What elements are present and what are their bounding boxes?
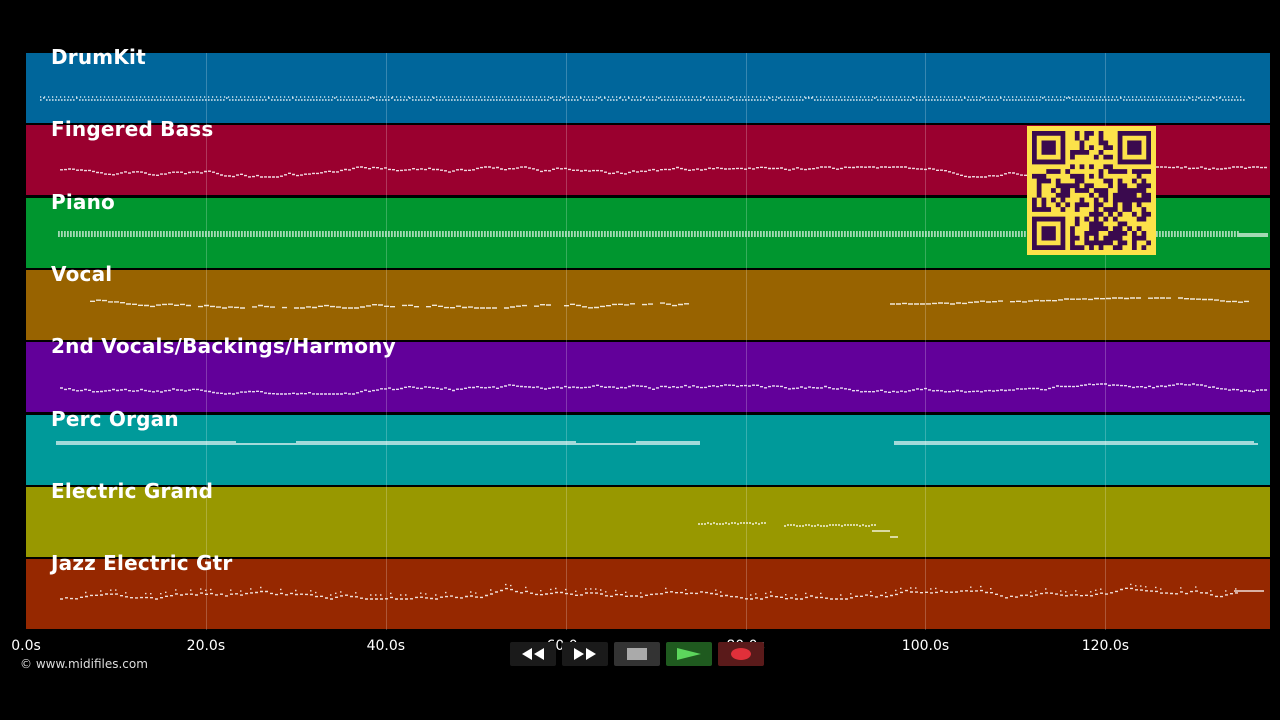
stop-icon [627,648,647,660]
track-name: 2nd Vocals/Backings/Harmony [51,334,396,359]
note-marks [90,297,1249,309]
note-pattern [60,383,1267,395]
track-name: Fingered Bass [51,117,214,142]
play-icon [677,648,701,660]
record-icon [731,648,751,660]
note-marks [698,522,898,538]
track-lane: Perc Organ [26,407,1270,485]
time-tick-label: 120.0s [1081,638,1130,654]
grid-line [205,53,207,630]
stop-button[interactable] [614,642,660,666]
qr-code-icon [1032,131,1151,250]
note-marks [40,96,1245,101]
copyright-text: © www.midifiles.com [20,657,148,671]
track-lane: Vocal [26,262,1270,340]
fast-forward-button[interactable] [562,642,608,666]
track-name: Perc Organ [51,406,179,431]
track-lane: DrumKit [26,45,1270,123]
time-tick-label: 40.0s [366,638,406,654]
track-name: Vocal [51,261,113,286]
note-marks [60,583,1264,600]
note-marks [56,440,1258,445]
time-tick-label: 20.0s [186,638,226,654]
time-tick-label: 0.0s [11,638,41,654]
time-tick-label: 100.0s [901,638,950,654]
record-button[interactable] [718,642,764,666]
qr-code [1027,126,1156,255]
note-pattern [56,440,1258,445]
note-marks [60,383,1267,395]
track-name: Electric Grand [51,478,214,503]
track-lane: 2nd Vocals/Backings/Harmony [26,334,1270,413]
grid-line [925,53,927,630]
note-pattern [698,522,898,538]
play-button[interactable] [666,642,712,666]
note-pattern [60,583,1264,600]
track-lane: Jazz Electric Gtr [26,551,1270,630]
note-pattern [40,96,1245,101]
rewind-icon [522,648,544,660]
rewind-button[interactable] [510,642,556,666]
track-lane: Electric Grand [26,479,1270,557]
grid-line [745,53,747,630]
fast-forward-icon [574,648,596,660]
grid-line [385,53,387,630]
track-name: DrumKit [51,45,146,69]
transport-controls [510,642,764,668]
track-name: Jazz Electric Gtr [51,551,233,576]
grid-line [1105,53,1107,630]
note-pattern [90,297,1249,309]
track-name: Piano [51,189,115,214]
grid-line [565,53,567,630]
